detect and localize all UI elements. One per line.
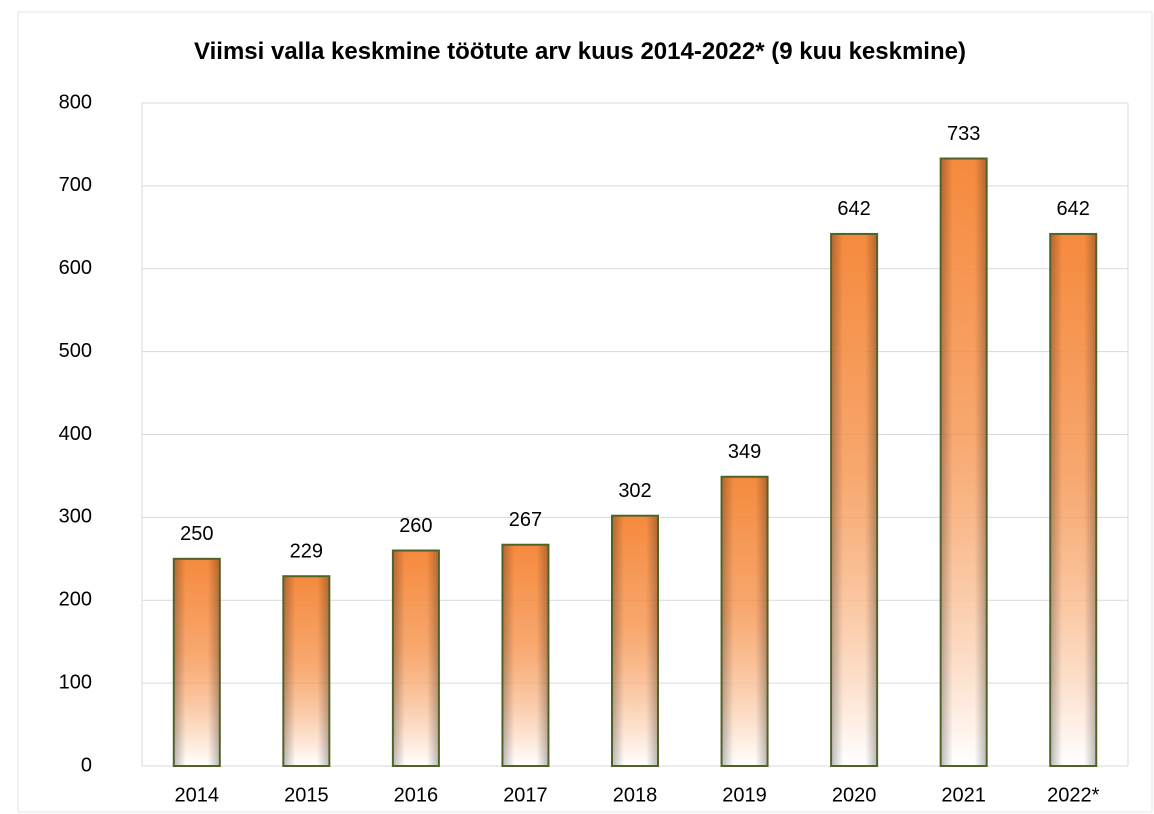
x-tick-label: 2014 [175, 784, 220, 806]
x-tick-label: 2019 [722, 784, 767, 806]
x-tick-label: 2018 [613, 784, 658, 806]
y-tick-label: 600 [59, 257, 92, 279]
bar-shading [503, 545, 548, 765]
y-tick-label: 200 [59, 589, 92, 611]
x-tick-label: 2022* [1047, 784, 1099, 806]
bar-shading [284, 577, 329, 765]
data-label: 642 [837, 198, 870, 220]
data-label: 733 [947, 123, 980, 145]
data-label: 642 [1057, 198, 1090, 220]
data-label: 349 [728, 441, 761, 463]
x-tick-label: 2020 [832, 784, 877, 806]
data-label: 250 [180, 523, 213, 545]
bar-shading [941, 159, 986, 765]
bar-shading [1051, 234, 1096, 765]
x-tick-label: 2021 [941, 784, 986, 806]
data-label: 302 [618, 480, 651, 502]
y-tick-label: 100 [59, 671, 92, 693]
chart-title: Viimsi valla keskmine töötute arv kuus 2… [194, 38, 966, 65]
y-tick-label: 700 [59, 174, 92, 196]
y-tick-label: 400 [59, 423, 92, 445]
data-label: 229 [290, 540, 323, 562]
bar-shading [832, 234, 877, 765]
bar-shading [393, 551, 438, 765]
y-tick-label: 0 [81, 754, 92, 776]
chart-frame [17, 11, 1153, 813]
y-tick-label: 300 [59, 506, 92, 528]
bar-shading [613, 516, 657, 765]
y-tick-label: 800 [59, 91, 92, 113]
bar-shading [174, 559, 219, 765]
data-label: 260 [399, 515, 432, 537]
x-tick-label: 2015 [284, 784, 329, 806]
bar-shading [722, 477, 767, 765]
x-tick-label: 2016 [394, 784, 439, 806]
data-label: 267 [509, 509, 542, 531]
y-tick-label: 500 [59, 340, 92, 362]
x-tick-label: 2017 [503, 784, 548, 806]
